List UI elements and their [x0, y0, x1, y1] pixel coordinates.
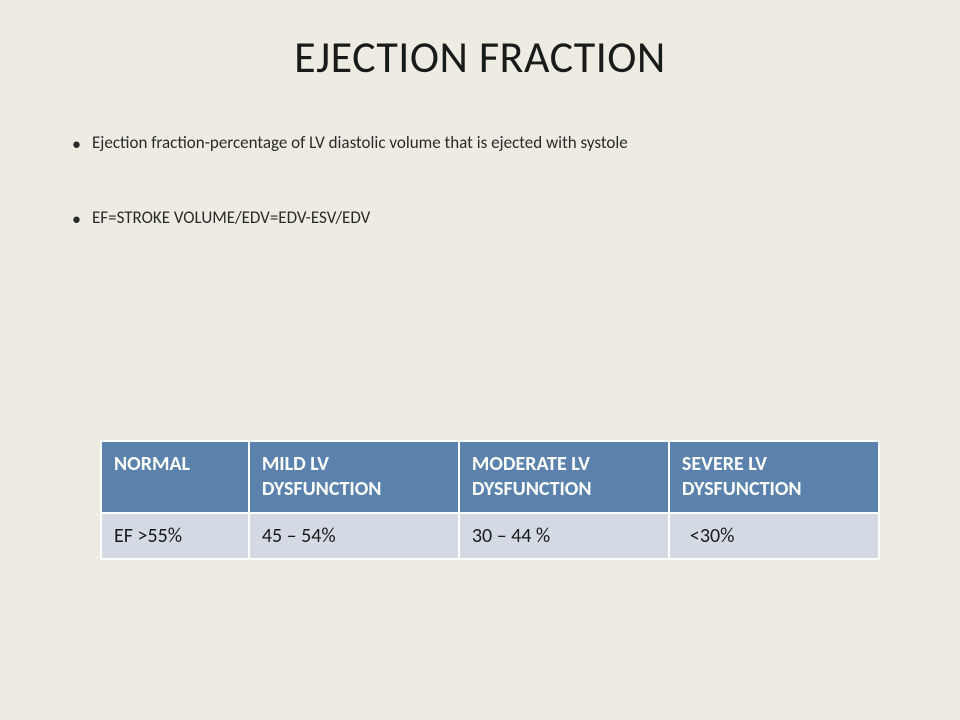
table-cell: 30 – 44 % [459, 513, 669, 559]
table-header-cell: MILD LV DYSFUNCTION [249, 441, 459, 513]
bullet-item: EF=STROKE VOLUME/EDV=EDV-ESV/EDV [70, 207, 890, 230]
bullet-list: Ejection fraction-percentage of LV diast… [70, 132, 890, 230]
slide: EJECTION FRACTION Ejection fraction-perc… [0, 0, 960, 720]
table-header-row: NORMAL MILD LV DYSFUNCTION MODERATE LV D… [101, 441, 879, 513]
bullet-item: Ejection fraction-percentage of LV diast… [70, 132, 890, 155]
table-cell: 45 – 54% [249, 513, 459, 559]
slide-title: EJECTION FRACTION [70, 30, 890, 84]
table-header-cell: SEVERE LV DYSFUNCTION [669, 441, 879, 513]
table-header-cell: NORMAL [101, 441, 249, 513]
table-header-cell: MODERATE LV DYSFUNCTION [459, 441, 669, 513]
ef-table-container: NORMAL MILD LV DYSFUNCTION MODERATE LV D… [100, 440, 880, 560]
ef-table: NORMAL MILD LV DYSFUNCTION MODERATE LV D… [100, 440, 880, 560]
table-row: EF >55% 45 – 54% 30 – 44 % <30% [101, 513, 879, 559]
table-cell: <30% [669, 513, 879, 559]
table-cell: EF >55% [101, 513, 249, 559]
